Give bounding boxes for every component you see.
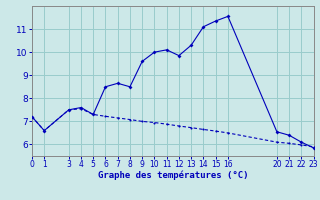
X-axis label: Graphe des températures (°C): Graphe des températures (°C) [98,171,248,180]
